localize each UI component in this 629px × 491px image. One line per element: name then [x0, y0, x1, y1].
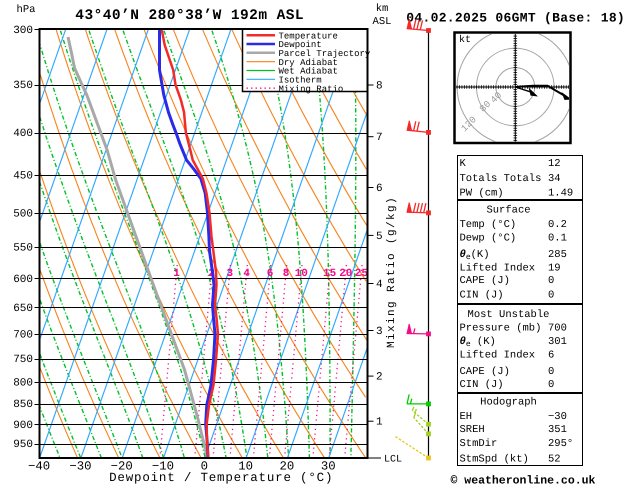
svg-text:StmDir: StmDir — [460, 438, 498, 450]
svg-text:15: 15 — [323, 268, 337, 280]
svg-text:800: 800 — [13, 377, 33, 389]
svg-text:04.02.2025 06GMT (Base: 18): 04.02.2025 06GMT (Base: 18) — [406, 11, 625, 26]
svg-text:CAPE (J): CAPE (J) — [460, 366, 510, 378]
svg-text:Lifted Index: Lifted Index — [460, 350, 536, 362]
svg-text:Mixing Ratio: Mixing Ratio — [279, 84, 344, 94]
svg-text:351: 351 — [548, 424, 567, 436]
svg-text:0: 0 — [548, 379, 554, 391]
svg-text:301: 301 — [548, 336, 567, 348]
svg-text:10: 10 — [295, 268, 308, 280]
svg-text:6: 6 — [376, 183, 383, 195]
svg-text:3: 3 — [376, 326, 383, 338]
svg-text:19: 19 — [548, 263, 561, 275]
svg-text:950: 950 — [13, 439, 33, 451]
svg-text:LCL: LCL — [384, 455, 402, 466]
svg-text:285: 285 — [548, 249, 567, 261]
svg-text:Mixing Ratio (g/kg): Mixing Ratio (g/kg) — [386, 196, 398, 348]
svg-text:SREH: SREH — [460, 424, 485, 436]
svg-text:−20: −20 — [111, 460, 133, 474]
svg-text:8: 8 — [283, 268, 290, 280]
svg-text:Dewpoint: Dewpoint — [279, 40, 322, 50]
svg-text:6: 6 — [548, 350, 554, 362]
svg-text:1: 1 — [173, 268, 180, 280]
svg-text:12: 12 — [548, 158, 561, 170]
svg-text:CAPE (J): CAPE (J) — [460, 275, 510, 287]
svg-text:ASL: ASL — [373, 16, 392, 28]
svg-text:2: 2 — [376, 372, 383, 384]
svg-text:CIN (J): CIN (J) — [460, 379, 504, 391]
svg-text:6: 6 — [267, 268, 274, 280]
svg-text:0.1: 0.1 — [548, 233, 567, 245]
svg-text:Wet Adiabat: Wet Adiabat — [279, 67, 338, 77]
svg-text:750: 750 — [13, 354, 33, 366]
svg-text:© weatheronline.co.uk: © weatheronline.co.uk — [451, 475, 596, 487]
svg-text:Temperature: Temperature — [279, 31, 338, 41]
svg-text:8: 8 — [376, 81, 383, 93]
svg-text:600: 600 — [13, 274, 33, 286]
svg-text:km: km — [376, 3, 389, 15]
svg-text:52: 52 — [548, 454, 561, 466]
svg-text:−30: −30 — [548, 411, 567, 423]
svg-text:hPa: hPa — [17, 4, 36, 16]
svg-text:Most Unstable: Most Unstable — [468, 309, 550, 321]
svg-text:450: 450 — [13, 171, 33, 183]
svg-text:Dewpoint / Temperature (°C): Dewpoint / Temperature (°C) — [109, 471, 333, 485]
svg-text:300: 300 — [13, 25, 33, 37]
svg-text:700: 700 — [548, 322, 567, 334]
svg-text:θe(K): θe(K) — [460, 249, 490, 262]
svg-text:0: 0 — [548, 275, 554, 287]
svg-text:Parcel Trajectory: Parcel Trajectory — [279, 49, 371, 59]
svg-text:K: K — [460, 158, 467, 170]
svg-text:−30: −30 — [69, 460, 91, 474]
svg-text:4: 4 — [376, 279, 383, 291]
svg-text:0.2: 0.2 — [548, 219, 567, 231]
svg-text:PW (cm): PW (cm) — [460, 188, 504, 200]
svg-text:Lifted Index: Lifted Index — [460, 263, 536, 275]
svg-text:kt: kt — [459, 34, 471, 46]
svg-text:0: 0 — [548, 290, 554, 302]
svg-text:4: 4 — [243, 268, 250, 280]
svg-text:Surface: Surface — [486, 204, 530, 216]
svg-text:StmSpd (kt): StmSpd (kt) — [460, 454, 529, 466]
svg-text:295°: 295° — [548, 438, 573, 450]
svg-text:34: 34 — [548, 173, 561, 185]
svg-text:−10: −10 — [152, 460, 174, 474]
svg-text:550: 550 — [13, 243, 33, 255]
svg-text:30: 30 — [321, 460, 336, 474]
svg-text:650: 650 — [13, 303, 33, 315]
svg-text:1.49: 1.49 — [548, 188, 573, 200]
svg-text:Temp (°C): Temp (°C) — [460, 219, 517, 231]
svg-text:10: 10 — [238, 460, 253, 474]
svg-text:400: 400 — [13, 128, 33, 140]
svg-text:Isotherm: Isotherm — [279, 76, 322, 86]
svg-text:3: 3 — [226, 268, 233, 280]
svg-text:500: 500 — [13, 208, 33, 220]
svg-text:5: 5 — [376, 231, 383, 243]
svg-text:1: 1 — [376, 417, 383, 429]
svg-text:20: 20 — [339, 268, 352, 280]
svg-text:θe (K): θe (K) — [460, 336, 496, 349]
svg-text:Totals Totals: Totals Totals — [460, 173, 542, 185]
svg-text:Dry Adiabat: Dry Adiabat — [279, 58, 338, 68]
svg-text:900: 900 — [13, 420, 33, 432]
svg-text:Hodograph: Hodograph — [480, 397, 537, 409]
svg-text:−40: −40 — [28, 460, 50, 474]
svg-text:7: 7 — [376, 132, 383, 144]
svg-text:350: 350 — [13, 80, 33, 92]
svg-text:25: 25 — [355, 268, 369, 280]
svg-text:Pressure (mb): Pressure (mb) — [460, 322, 542, 334]
svg-text:850: 850 — [13, 399, 33, 411]
svg-text:0: 0 — [548, 366, 554, 378]
svg-text:700: 700 — [13, 329, 33, 341]
svg-text:0: 0 — [201, 460, 208, 474]
svg-text:Dewp (°C): Dewp (°C) — [460, 233, 517, 245]
svg-text:CIN (J): CIN (J) — [460, 290, 504, 302]
svg-text:20: 20 — [280, 460, 295, 474]
svg-text:EH: EH — [460, 411, 473, 423]
svg-text:43°40’N 280°38’W 192m ASL: 43°40’N 280°38’W 192m ASL — [75, 8, 304, 24]
